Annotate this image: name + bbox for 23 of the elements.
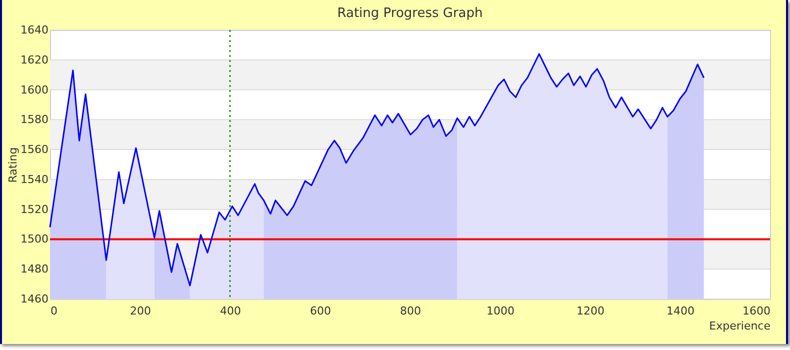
y-tick-label: 1620	[20, 53, 48, 66]
y-axis-title: Rating	[6, 147, 20, 183]
x-tick-label: 1400	[666, 304, 694, 318]
chart-title: Rating Progress Graph	[337, 6, 483, 21]
x-tick-label: 0	[50, 304, 58, 318]
y-tick-label: 1640	[20, 24, 48, 36]
y-tick-label: 1520	[20, 202, 48, 216]
x-tick-label: 200	[130, 304, 151, 318]
x-tick-label: 1000	[486, 304, 514, 318]
y-tick-label: 1500	[20, 232, 48, 246]
x-tick-label: 800	[400, 304, 421, 318]
x-tick-label: 600	[310, 304, 331, 318]
x-tick-label: 1600	[742, 304, 770, 318]
x-tick-label: 1200	[576, 304, 604, 318]
y-tick-label: 1460	[20, 292, 48, 306]
x-tick-label: 400	[220, 304, 241, 318]
y-tick-label: 1600	[20, 83, 48, 96]
y-tick-label: 1480	[20, 262, 48, 276]
y-tick-label: 1580	[20, 113, 48, 126]
x-axis-title: Experience	[709, 320, 771, 332]
y-tick-label: 1560	[20, 143, 48, 156]
line-series	[49, 53, 705, 286]
y-tick-label: 1540	[20, 172, 48, 186]
